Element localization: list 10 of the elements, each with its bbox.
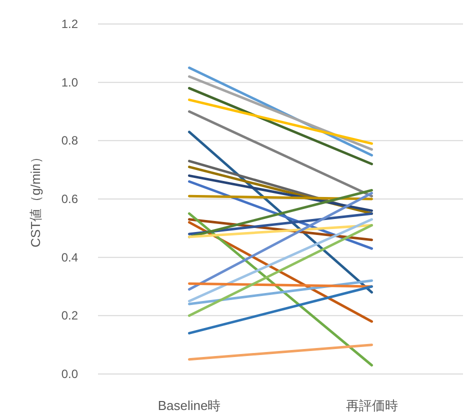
y-tick-label: 0.8 [61,134,78,148]
y-tick-label: 0.4 [61,250,78,264]
x-tick-label: Baseline時 [158,398,221,413]
y-axis-title: CST値（g/min） [28,150,43,248]
y-tick-label: 0.2 [61,308,78,323]
y-tick-label: 1.0 [61,75,78,90]
y-tick-label: 0.0 [61,367,78,381]
x-tick-label: 再評価時 [346,398,398,413]
y-tick-label: 1.2 [61,17,78,31]
y-tick-label: 0.6 [61,192,78,206]
